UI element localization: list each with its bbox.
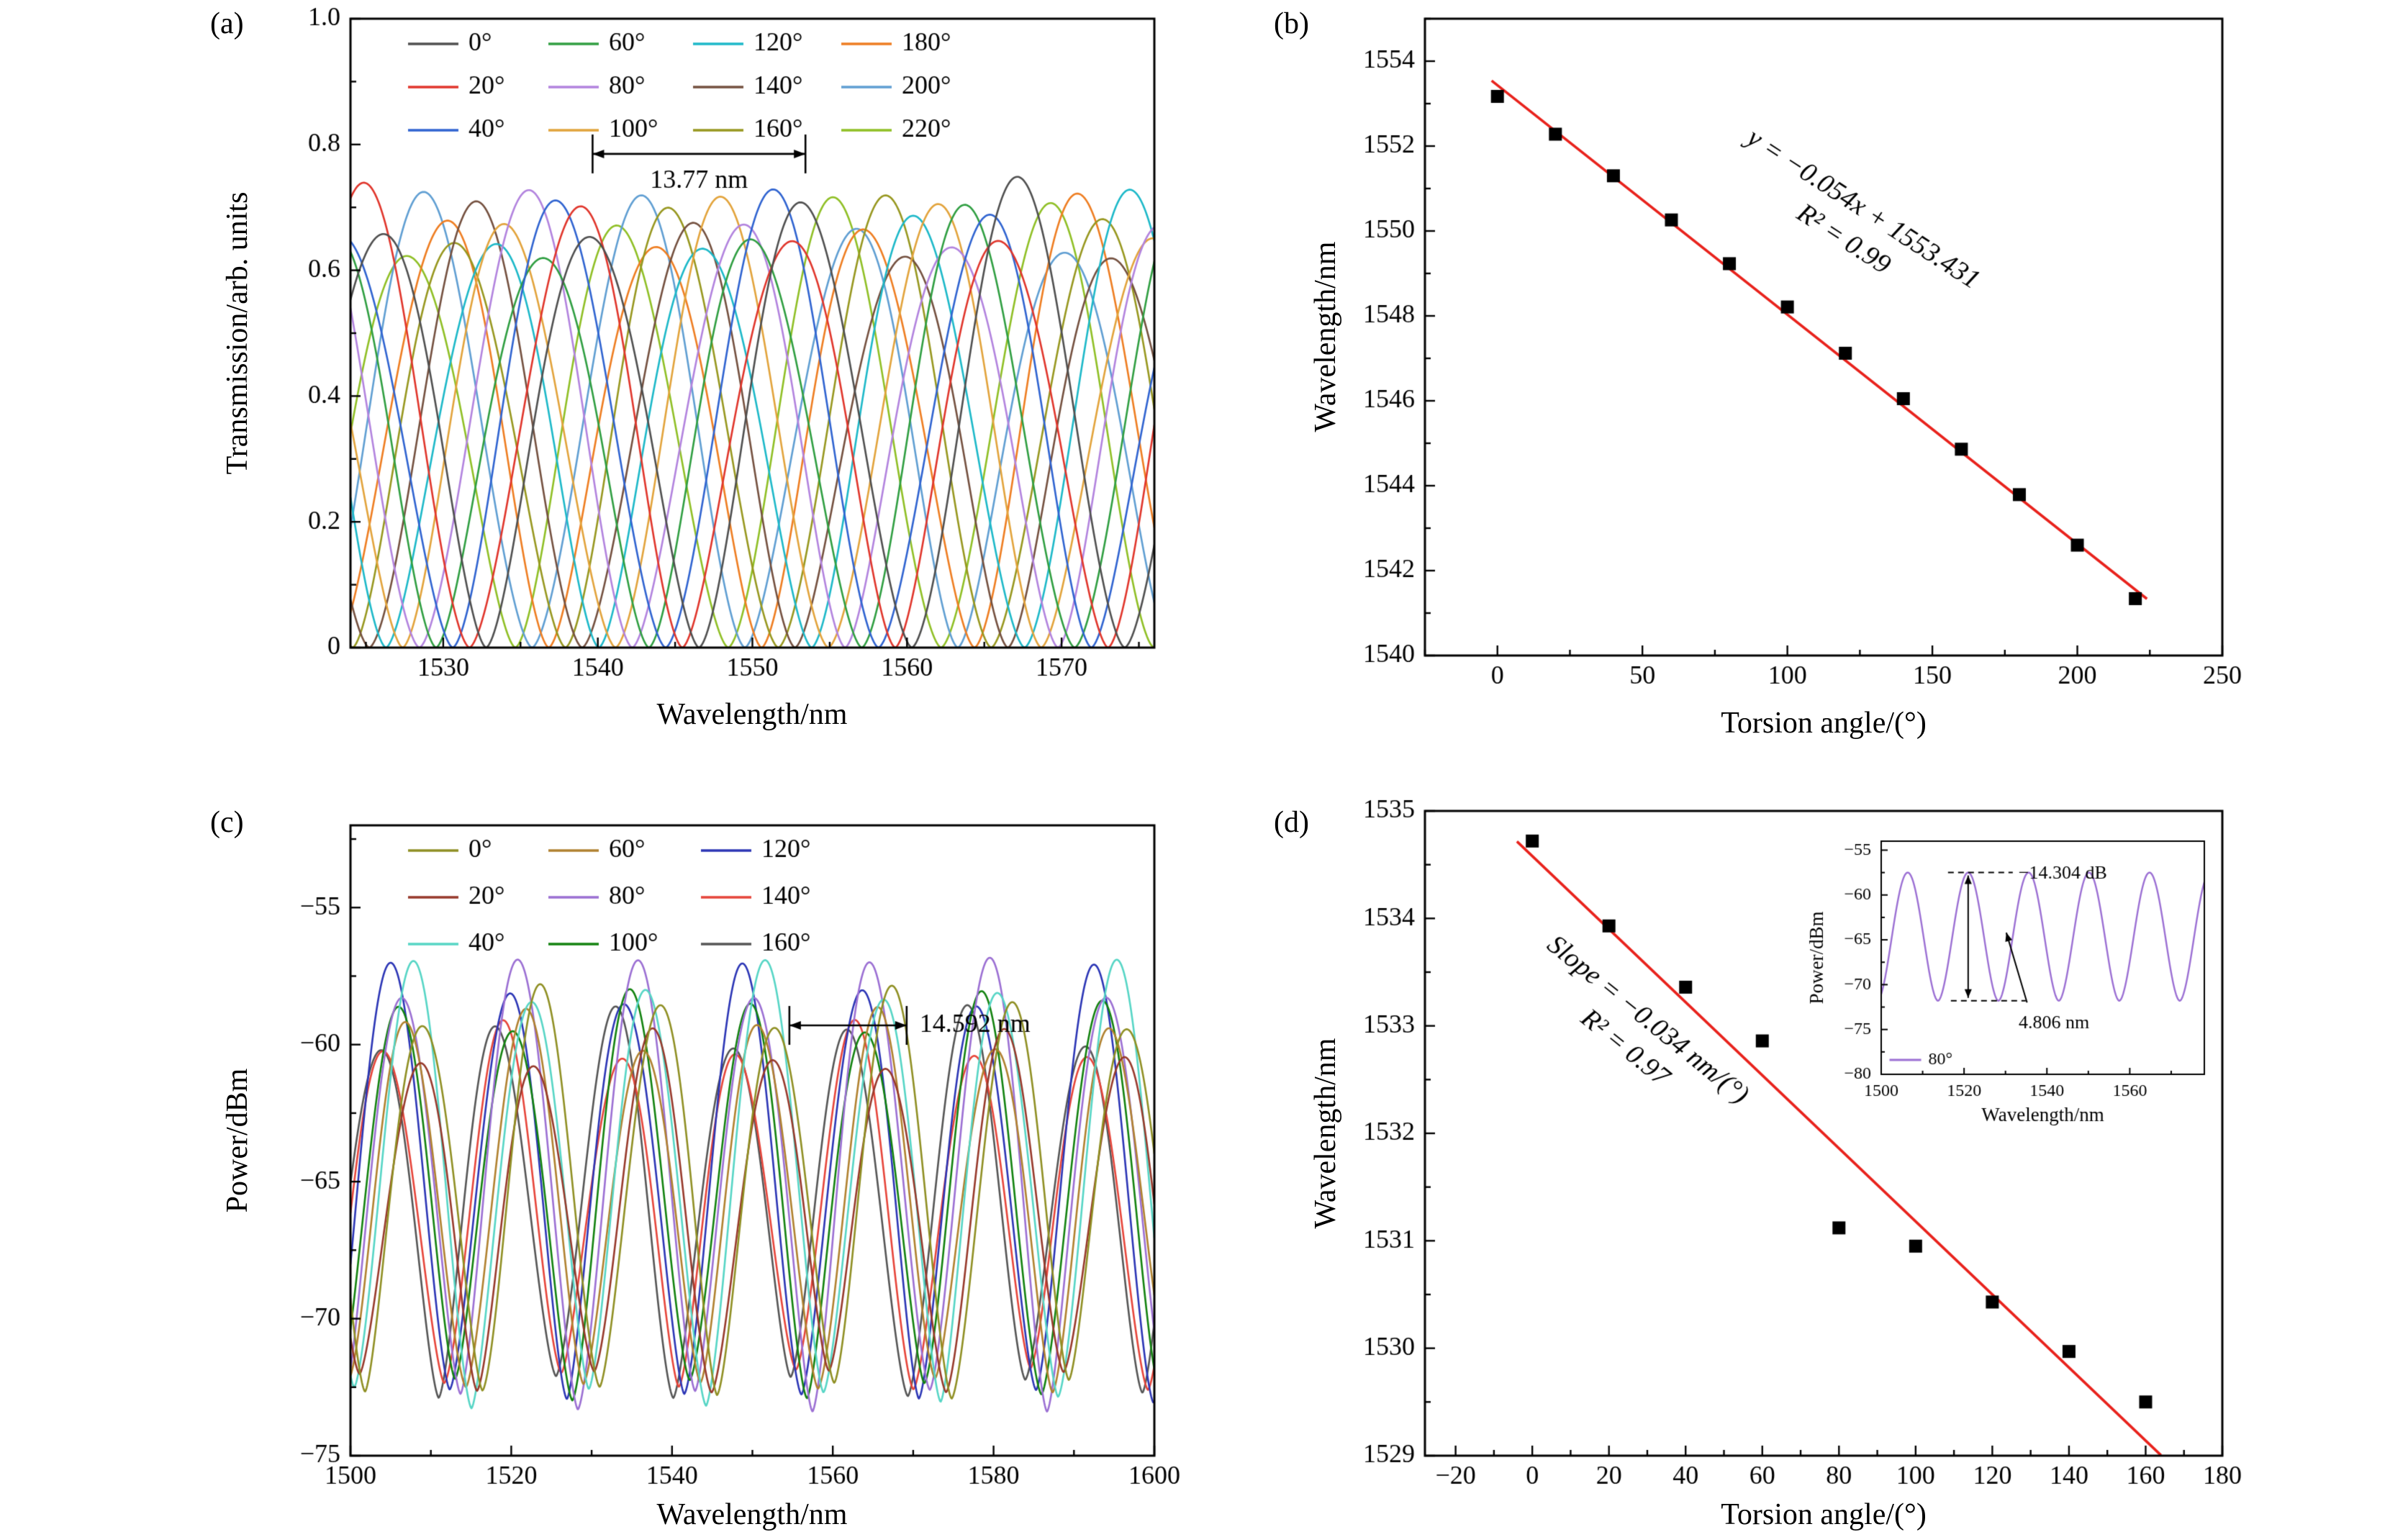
panel-a-label: (a) <box>210 7 244 40</box>
panel-c-x-axis-title: Wavelength/nm <box>656 1498 848 1531</box>
panel-c-label: (c) <box>210 806 244 839</box>
panel-b-canvas <box>1204 0 2408 768</box>
panel-a-canvas <box>0 0 1204 768</box>
panel-d-canvas <box>1204 768 2408 1537</box>
panel-d-y-axis-title: Wavelength/nm <box>1309 1038 1342 1229</box>
panel-c-y-axis-title: Power/dBm <box>221 1068 254 1213</box>
panel-b-y-axis-title: Wavelength/nm <box>1309 241 1342 432</box>
panel-b-x-axis-title: Torsion angle/(°) <box>1721 707 1927 740</box>
panel-a-x-axis-title: Wavelength/nm <box>656 698 848 731</box>
panel-c-canvas <box>0 768 1204 1537</box>
panel-d-x-axis-title: Torsion angle/(°) <box>1721 1498 1927 1531</box>
panel-a-y-axis-title: Transmission/arb. units <box>221 191 254 475</box>
panel-b-label: (b) <box>1274 7 1309 40</box>
panel-d-label: (d) <box>1274 806 1309 839</box>
